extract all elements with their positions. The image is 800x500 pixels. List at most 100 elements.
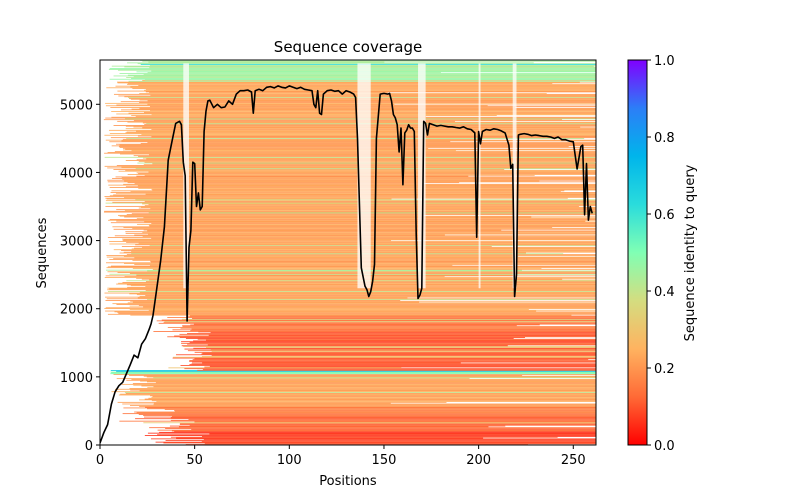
heatmap-row	[191, 428, 596, 430]
heatmap-row	[178, 426, 489, 428]
heatmap-row	[107, 167, 596, 169]
heatmap-row	[151, 70, 596, 72]
coverage-gap	[512, 63, 517, 289]
heatmap-row	[145, 295, 596, 296]
heatmap-row	[141, 385, 596, 387]
heatmap-row	[136, 294, 596, 296]
heatmap-row	[188, 419, 596, 420]
heatmap-row	[111, 111, 596, 112]
heatmap-row	[184, 368, 596, 370]
heatmap-row	[118, 95, 596, 97]
heatmap-row	[191, 328, 596, 330]
heatmap-row	[147, 142, 596, 143]
heatmap-row	[181, 341, 596, 343]
heatmap-row	[210, 349, 596, 351]
heatmap-row	[107, 181, 596, 183]
heatmap-row	[143, 306, 596, 308]
heatmap-row	[117, 401, 447, 403]
heatmap-row	[157, 434, 596, 436]
heatmap-row	[111, 145, 596, 147]
heatmap-row	[109, 78, 596, 80]
heatmap-row	[147, 387, 596, 389]
heatmap-row	[115, 192, 596, 194]
y-tick-label: 4000	[60, 166, 93, 181]
heatmap-row	[190, 330, 596, 332]
heatmap-row	[116, 220, 586, 222]
heatmap-row	[173, 356, 596, 358]
heatmap-row	[123, 407, 596, 409]
heatmap-row	[147, 103, 395, 105]
x-axis: 0 50 100 150 200 250	[96, 445, 586, 468]
heatmap-row	[130, 389, 596, 391]
heatmap-row	[150, 438, 596, 440]
heatmap-row	[110, 192, 596, 193]
heatmap-row	[108, 184, 596, 186]
heatmap-row	[114, 235, 596, 237]
heatmap-row	[134, 234, 445, 236]
heatmap-row	[124, 276, 445, 278]
heatmap-row	[204, 366, 596, 368]
heatmap-row	[151, 136, 596, 138]
heatmap-row	[146, 123, 596, 125]
heatmap-row	[131, 379, 596, 380]
heatmap-row	[106, 87, 596, 89]
heatmap-row	[153, 402, 391, 404]
heatmap-row	[111, 190, 565, 192]
y-tick-label: 5000	[60, 98, 93, 113]
heatmap-row	[145, 281, 596, 283]
heatmap-row	[183, 346, 596, 348]
heatmap-row	[209, 365, 596, 367]
heatmap-row	[129, 305, 596, 307]
heatmap-row	[105, 205, 579, 207]
heatmap-row	[113, 75, 596, 77]
heatmap-row	[172, 357, 596, 359]
heatmap-row	[109, 68, 596, 69]
heatmap-row	[203, 439, 596, 441]
colorbar-axis: 0.0 0.2 0.4 0.6 0.8 1.0	[647, 54, 675, 454]
heatmap-row	[169, 425, 506, 427]
heatmap-row	[202, 362, 461, 364]
heatmap-row	[126, 379, 596, 381]
heatmap-row	[187, 333, 596, 334]
x-tick-label: 200	[466, 453, 491, 468]
heatmap-row	[148, 204, 596, 206]
heatmap-row	[161, 319, 596, 321]
heatmap-row	[151, 223, 596, 224]
heatmap-row	[189, 364, 596, 366]
heatmap-row	[148, 397, 596, 399]
heatmap-row	[211, 351, 596, 352]
heatmap-row	[170, 419, 596, 421]
heatmap-row	[105, 202, 596, 204]
heatmap-row	[118, 146, 569, 148]
heatmap-row	[191, 363, 596, 365]
heatmap-row	[108, 219, 596, 221]
heatmap-row	[107, 289, 596, 291]
heatmap-row	[156, 401, 596, 402]
heatmap-row	[118, 313, 596, 314]
heatmap-row	[167, 336, 596, 338]
heatmap-row	[120, 393, 596, 395]
heatmap-row	[163, 322, 596, 323]
heatmap-row	[114, 311, 596, 313]
heatmap-row	[105, 105, 488, 107]
heatmap-row	[158, 322, 596, 324]
heatmap-row	[179, 333, 596, 335]
x-tick-label: 150	[372, 453, 397, 468]
heatmap-row	[122, 413, 596, 415]
heatmap-row	[189, 342, 596, 343]
heatmap-row	[170, 436, 558, 438]
heatmap-row	[104, 152, 596, 154]
heatmap-row	[129, 405, 596, 407]
heatmap-row	[147, 230, 596, 232]
heatmap-row	[118, 394, 596, 396]
heatmap-row	[126, 138, 585, 139]
heatmap-row	[168, 367, 402, 369]
heatmap-row	[197, 369, 596, 371]
heatmap-row	[151, 400, 596, 402]
heatmap-row	[201, 356, 596, 357]
x-tick-label: 50	[186, 453, 203, 468]
heatmap-row	[201, 436, 596, 437]
y-tick-label: 1000	[60, 371, 93, 386]
heatmap-row	[107, 266, 596, 268]
heatmap-row	[105, 102, 596, 104]
